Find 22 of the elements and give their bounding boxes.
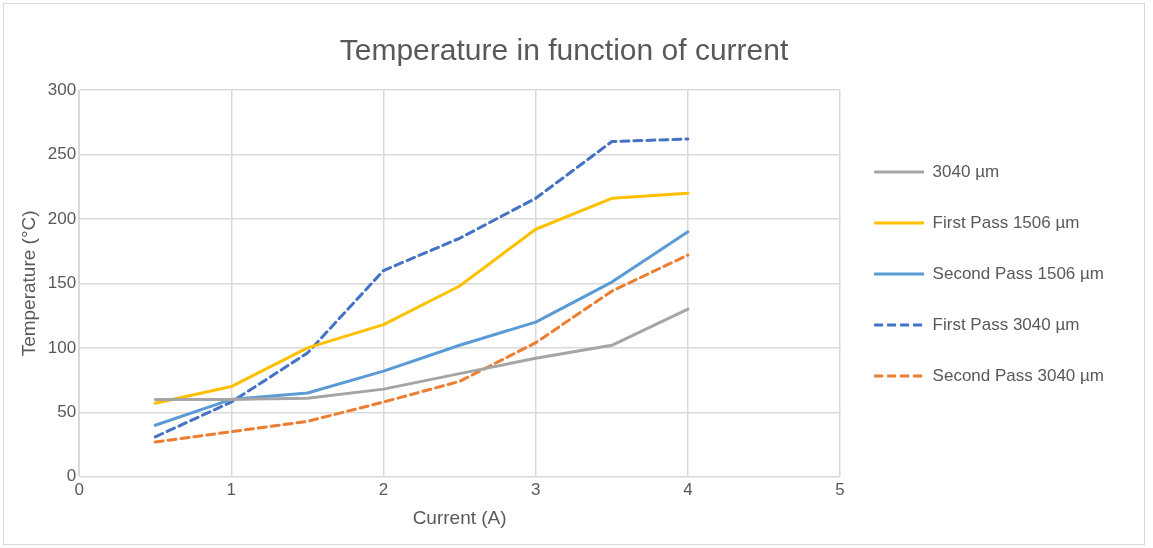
y-tick-label: 50 — [57, 402, 77, 422]
legend-label: Second Pass 3040 µm — [932, 365, 1105, 385]
x-tick-label: 4 — [683, 479, 693, 499]
chart-title: Temperature in function of current — [339, 33, 789, 67]
legend-label: First Pass 1506 µm — [932, 212, 1080, 232]
legend-label: First Pass 3040 µm — [932, 314, 1080, 334]
legend-label: Second Pass 1506 µm — [932, 263, 1105, 283]
line-series — [153, 137, 690, 439]
legend-label: 3040 µm — [932, 161, 1000, 181]
y-tick-label: 300 — [47, 79, 77, 99]
y-tick-label: 0 — [66, 466, 77, 486]
y-axis-title: Temperature (°C) — [17, 210, 39, 357]
x-axis-title: Current (A) — [412, 506, 507, 528]
x-tick-label: 1 — [226, 479, 237, 499]
y-tick-label: 150 — [47, 273, 77, 293]
y-tick-label: 250 — [47, 144, 77, 164]
x-tick-label: 3 — [530, 479, 541, 499]
line-series — [153, 253, 690, 444]
x-tick-label: 5 — [835, 479, 845, 499]
x-tick-label: 2 — [378, 479, 389, 499]
y-tick-label: 200 — [47, 208, 77, 228]
y-tick-label: 100 — [47, 337, 77, 357]
